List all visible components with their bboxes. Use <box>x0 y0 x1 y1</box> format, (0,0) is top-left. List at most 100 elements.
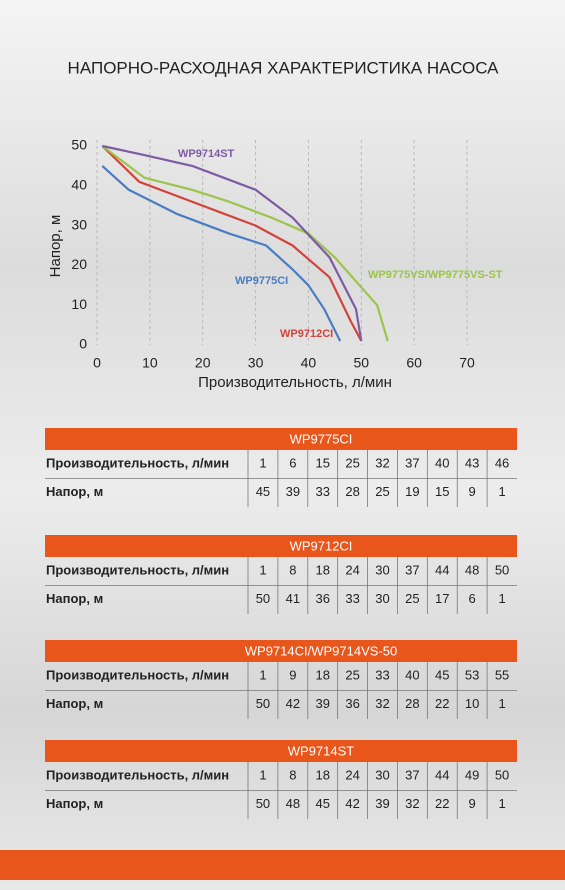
series-line <box>101 165 342 342</box>
table-title: WP9714CI/WP9714VS-50 <box>245 643 397 658</box>
table-cell: 40 <box>405 668 419 683</box>
table-cell: 36 <box>315 591 329 606</box>
row-label: Напор, м <box>46 484 103 499</box>
row-label: Производительность, л/мин <box>46 456 229 471</box>
table-cell: 30 <box>375 768 389 783</box>
x-tick-label: 70 <box>459 355 475 371</box>
table-title: WP9712CI <box>290 538 353 553</box>
table-cell: 30 <box>375 563 389 578</box>
table-cell: 19 <box>405 484 419 499</box>
table-cell: 9 <box>469 484 476 499</box>
table-cell: 37 <box>405 456 419 471</box>
row-label: Напор, м <box>46 796 103 811</box>
table-cell: 15 <box>435 484 449 499</box>
row-label: Производительность, л/мин <box>46 768 229 783</box>
table-cell: 10 <box>465 696 479 711</box>
row-label: Производительность, л/мин <box>46 668 229 683</box>
y-tick-label: 40 <box>71 177 87 193</box>
table-cell: 25 <box>345 456 359 471</box>
series-line <box>102 144 363 342</box>
table-cell: 18 <box>315 668 329 683</box>
table-title: WP9775CI <box>290 431 353 446</box>
table-cell: 8 <box>289 768 296 783</box>
table-cell: 32 <box>405 796 419 811</box>
table-cell: 37 <box>405 563 419 578</box>
table-cell: 1 <box>498 484 505 499</box>
row-label: Напор, м <box>46 591 103 606</box>
x-tick-label: 60 <box>406 355 422 371</box>
table-cell: 33 <box>375 668 389 683</box>
table-cell: 42 <box>286 696 300 711</box>
table-cell: 28 <box>405 696 419 711</box>
y-tick-label: 20 <box>71 256 87 272</box>
table-cell: 42 <box>345 796 359 811</box>
table-cell: 30 <box>375 591 389 606</box>
table-cell: 32 <box>375 456 389 471</box>
x-tick-label: 50 <box>353 355 369 371</box>
table-header <box>45 640 517 662</box>
series-label: WP9714ST <box>178 148 235 160</box>
table-cell: 39 <box>286 484 300 499</box>
table-cell: 44 <box>435 563 449 578</box>
table-cell: 50 <box>256 591 270 606</box>
table-cell: 50 <box>256 796 270 811</box>
table-cell: 44 <box>435 768 449 783</box>
table-cell: 9 <box>289 668 296 683</box>
table-cell: 22 <box>435 696 449 711</box>
table-cell: 41 <box>286 591 300 606</box>
table-cell: 1 <box>259 456 266 471</box>
table-cell: 6 <box>289 456 296 471</box>
y-tick-label: 30 <box>71 216 87 232</box>
table-cell: 1 <box>498 796 505 811</box>
y-tick-label: 10 <box>71 296 87 312</box>
table-cell: 53 <box>465 668 479 683</box>
table-cell: 9 <box>469 796 476 811</box>
table-cell: 39 <box>315 696 329 711</box>
table-title: WP9714ST <box>288 743 355 758</box>
table-cell: 15 <box>315 456 329 471</box>
table-cell: 33 <box>315 484 329 499</box>
table-cell: 45 <box>315 796 329 811</box>
table-cell: 50 <box>495 563 509 578</box>
table-cell: 1 <box>498 696 505 711</box>
table-header <box>45 535 517 557</box>
x-tick-label: 20 <box>195 355 211 371</box>
table-cell: 1 <box>498 591 505 606</box>
table-cell: 28 <box>345 484 359 499</box>
table-header <box>45 740 517 762</box>
table-cell: 17 <box>435 591 449 606</box>
row-label: Производительность, л/мин <box>46 563 229 578</box>
footer-band <box>0 850 565 880</box>
table-cell: 18 <box>315 768 329 783</box>
x-axis-label: Производительность, л/мин <box>198 374 392 391</box>
series-label: WP9775CI <box>235 275 288 287</box>
table-cell: 8 <box>289 563 296 578</box>
table-cell: 37 <box>405 768 419 783</box>
table-cell: 24 <box>345 563 359 578</box>
table-cell: 25 <box>405 591 419 606</box>
series-line <box>101 145 389 342</box>
table-cell: 50 <box>495 768 509 783</box>
y-tick-label: 50 <box>71 137 87 153</box>
table-cell: 1 <box>259 668 266 683</box>
table-cell: 36 <box>345 696 359 711</box>
x-tick-label: 30 <box>248 355 264 371</box>
table-header <box>45 428 517 450</box>
table-cell: 1 <box>259 768 266 783</box>
table-cell: 48 <box>465 563 479 578</box>
x-tick-label: 10 <box>142 355 158 371</box>
table-cell: 24 <box>345 768 359 783</box>
table-cell: 32 <box>375 696 389 711</box>
table-cell: 43 <box>465 456 479 471</box>
table-cell: 49 <box>465 768 479 783</box>
table-cell: 33 <box>345 591 359 606</box>
table-cell: 45 <box>256 484 270 499</box>
x-tick-label: 40 <box>301 355 317 371</box>
table-cell: 39 <box>375 796 389 811</box>
series-label: WP9712CI <box>280 328 333 340</box>
table-cell: 46 <box>495 456 509 471</box>
table-cell: 6 <box>469 591 476 606</box>
series-line <box>101 145 363 342</box>
table-cell: 1 <box>259 563 266 578</box>
